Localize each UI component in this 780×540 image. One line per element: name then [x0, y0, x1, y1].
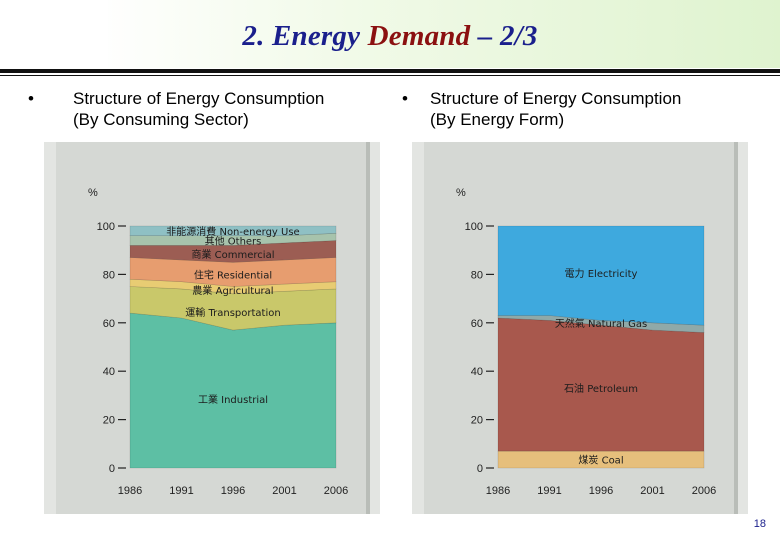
right-bullet: •: [402, 89, 408, 108]
series-label-agricultural: 農業 Agricultural: [192, 284, 273, 297]
page-number: 18: [753, 518, 766, 530]
area-non-energy-use: [129, 225, 337, 236]
y-tick-label-20: 20: [471, 415, 483, 427]
title-banner-left: [0, 0, 108, 68]
x-tick-label-1991: 1991: [537, 485, 561, 497]
series-label-industrial: 工業 Industrial: [198, 393, 268, 406]
area-electricity: [497, 225, 705, 326]
left-bullet: •: [28, 89, 34, 108]
y-tick-label-0: 0: [477, 463, 483, 475]
y-tick-label-40: 40: [103, 366, 115, 378]
sector-consumption-chart: 工業 Industrial 運輸 Transportation 農業 Agricul…: [44, 142, 380, 514]
x-tick-label-2006: 2006: [324, 485, 348, 497]
title-rule-thick: [0, 69, 780, 73]
x-tick-label-2001: 2001: [640, 485, 664, 497]
area-industrial: [129, 312, 337, 469]
y-tick-label-80: 80: [471, 269, 483, 281]
left-heading-line1: Structure of Energy Consumption: [73, 89, 325, 108]
series-label-transportation: 運輸 Transportation: [185, 306, 280, 319]
left-heading-line2: (By Consuming Sector): [73, 110, 249, 129]
area-natural-gas: [497, 315, 705, 333]
x-tick-label-1991: 1991: [169, 485, 193, 497]
series-label-natural-gas: 天然氣 Natural Gas: [555, 317, 647, 330]
y-tick-label-80: 80: [103, 269, 115, 281]
y-tick-label-20: 20: [103, 415, 115, 427]
area-petroleum: [497, 317, 705, 452]
y-tick-label-60: 60: [103, 318, 115, 330]
title-accent: Demand: [367, 20, 471, 52]
title-suffix: – 2/3: [470, 20, 538, 52]
x-tick-label-1986: 1986: [486, 485, 510, 497]
x-tick-label-2001: 2001: [272, 485, 296, 497]
area-transportation: [129, 286, 337, 331]
series-label-commercial: 商業 Commercial: [192, 248, 275, 261]
x-tick-label-1996: 1996: [589, 485, 613, 497]
y-axis-label: %: [88, 187, 98, 199]
series-label-others: 其他 Others: [205, 235, 262, 248]
series-label-non-energy-use: 非能源消費 Non-energy Use: [166, 225, 299, 238]
right-heading-line1: Structure of Energy Consumption: [430, 89, 682, 108]
x-tick-label-1986: 1986: [118, 485, 142, 497]
series-label-residential: 住宅 Residential: [194, 268, 272, 281]
chart-right-edge: [734, 142, 738, 514]
series-label-electricity: 電力 Electricity: [565, 267, 638, 280]
slide-title: 2. Energy Demand – 2/3: [0, 20, 780, 53]
series-label-petroleum: 石油 Petroleum: [564, 382, 638, 395]
title-prefix: 2. Energy: [242, 20, 368, 52]
x-tick-label-1996: 1996: [221, 485, 245, 497]
title-banner: [0, 0, 780, 68]
y-tick-label-100: 100: [465, 221, 483, 233]
chart-right-edge: [366, 142, 370, 514]
left-heading: Structure of Energy Consumption (By Cons…: [73, 88, 324, 130]
right-heading-line2: (By Energy Form): [430, 110, 565, 129]
y-tick-label-60: 60: [471, 318, 483, 330]
y-tick-label-40: 40: [471, 366, 483, 378]
y-axis-label: %: [456, 187, 466, 199]
right-heading: Structure of Energy Consumption (By Ener…: [430, 88, 681, 130]
y-tick-label-100: 100: [97, 221, 115, 233]
energy-form-chart: 煤炭 Coal 石油 Petroleum 天然氣 Natural Gas 電力 Ele…: [412, 142, 748, 514]
x-tick-label-2006: 2006: [692, 485, 716, 497]
y-tick-label-0: 0: [109, 463, 115, 475]
series-label-coal: 煤炭 Coal: [578, 454, 623, 467]
title-rule-thin: [0, 75, 780, 76]
